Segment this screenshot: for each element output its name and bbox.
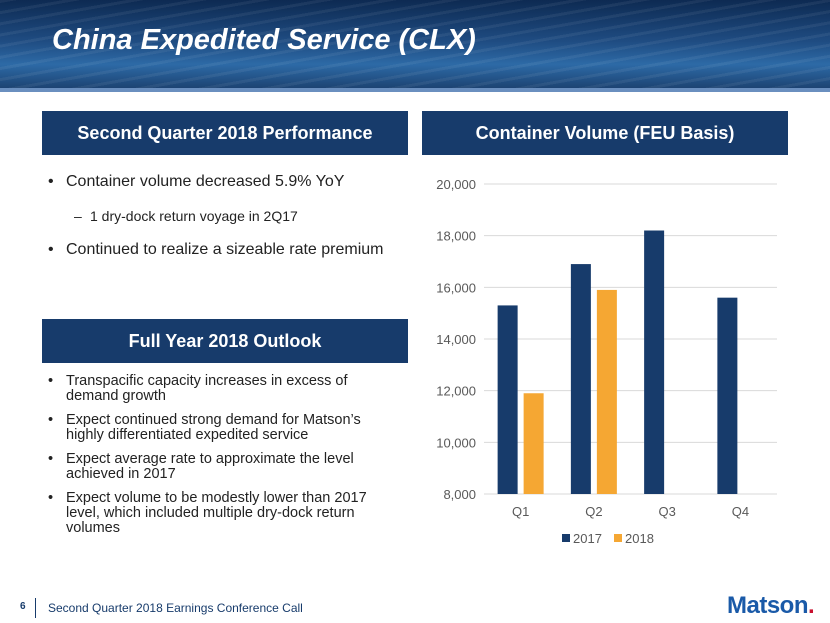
- bullet-item: Expect continued strong demand for Matso…: [48, 413, 388, 443]
- footer-divider: [35, 598, 36, 618]
- performance-bullets: Container volume decreased 5.9% YoY 1 dr…: [48, 172, 418, 274]
- footer-text: Second Quarter 2018 Earnings Conference …: [48, 601, 303, 615]
- y-tick-label: 20,000: [436, 177, 476, 192]
- legend-label-2017: 2017: [573, 531, 602, 546]
- legend-label-2018: 2018: [625, 531, 654, 546]
- chart-header: Container Volume (FEU Basis): [422, 111, 788, 155]
- sub-bullet-item: 1 dry-dock return voyage in 2Q17: [48, 206, 418, 226]
- x-tick-label: Q2: [585, 504, 602, 519]
- bullet-item: Expect volume to be modestly lower than …: [48, 491, 388, 536]
- bar-2017-q1: [497, 305, 518, 494]
- bullet-item: Transpacific capacity increases in exces…: [48, 374, 388, 404]
- y-tick-label: 8,000: [443, 487, 476, 502]
- bullet-item: Continued to realize a sizeable rate pre…: [48, 240, 418, 260]
- y-tick-label: 18,000: [436, 229, 476, 244]
- logo-dot: .: [808, 592, 815, 619]
- y-tick-label: 12,000: [436, 384, 476, 399]
- x-tick-label: Q4: [732, 504, 749, 519]
- performance-header: Second Quarter 2018 Performance: [42, 111, 408, 155]
- outlook-bullets: Transpacific capacity increases in exces…: [48, 374, 388, 545]
- logo-text: Matson: [727, 592, 809, 619]
- outlook-header: Full Year 2018 Outlook: [42, 319, 408, 363]
- bar-2018-q2: [596, 289, 617, 494]
- bar-2017-q3: [644, 230, 665, 494]
- y-tick-label: 14,000: [436, 332, 476, 347]
- bullet-item: Container volume decreased 5.9% YoY: [48, 172, 418, 192]
- page-number: 6: [20, 601, 26, 612]
- y-tick-label: 10,000: [436, 435, 476, 450]
- legend-swatch-2017: [562, 534, 570, 542]
- bar-2018-q1: [523, 393, 544, 494]
- x-tick-label: Q3: [658, 504, 675, 519]
- matson-logo: Matson.: [727, 592, 815, 620]
- header-banner: China Expedited Service (CLX): [0, 0, 830, 92]
- legend-swatch-2018: [614, 534, 622, 542]
- container-volume-chart: 8,000 10,000 12,000 14,000 16,000 18,000 20,00…: [436, 177, 777, 546]
- page-title: China Expedited Service (CLX): [52, 24, 476, 56]
- bar-2017-q2: [570, 264, 591, 494]
- bullet-item: Expect average rate to approximate the l…: [48, 452, 388, 482]
- bar-2017-q4: [717, 297, 738, 494]
- x-tick-label: Q1: [512, 504, 529, 519]
- y-tick-label: 16,000: [436, 280, 476, 295]
